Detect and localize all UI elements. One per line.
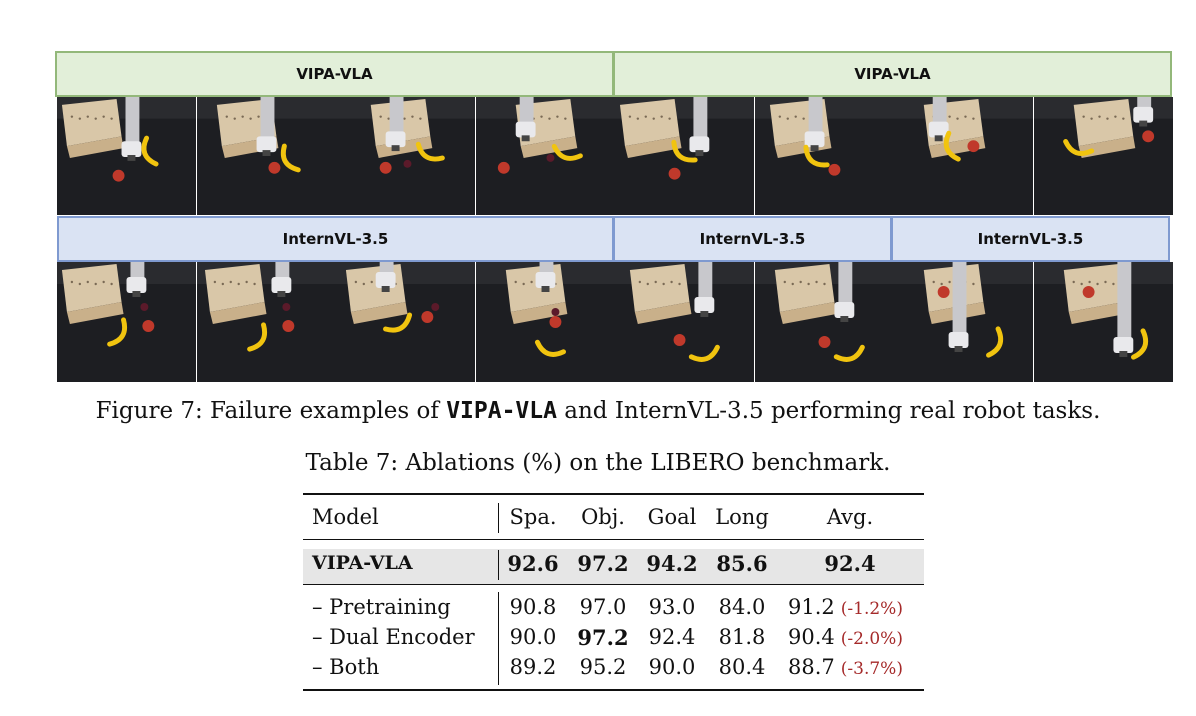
main-row-model: VIPA-VLA [312,552,413,574]
column-separator [498,503,499,533]
ablation-row-avg: 88.7 (-3.7%) [788,655,903,679]
ablation-row-goal: 90.0 [648,655,696,679]
col-header-goal: Goal [647,505,697,529]
ablation-row-obj: 97.2 [577,625,629,650]
col-header-model: Model [312,505,379,529]
header-vipa-right: VIPA-VLA [613,51,1172,97]
ablation-row-obj: 95.2 [579,655,627,679]
avg-delta: (-1.2%) [840,599,903,619]
robot-task-frame [336,262,475,382]
robot-task-frame [476,262,615,382]
main-row-goal: 94.2 [646,551,698,576]
robot-task-frame [1034,97,1173,215]
robot-task-frame [1034,262,1173,382]
main-row-obj: 97.2 [577,551,629,576]
figure-caption: Figure 7: Failure examples of VIPA-VLA a… [0,398,1196,424]
robot-task-frame [336,97,475,215]
table-caption: Table 7: Ablations (%) on the LIBERO ben… [305,450,891,476]
ablation-row-avg: 91.2 (-1.2%) [788,595,903,619]
robot-task-frame [755,97,894,215]
avg-value: 90.4 [788,625,835,649]
ablation-row-spa: 90.8 [509,595,557,619]
figure-caption-suffix: and InternVL-3.5 performing real robot t… [556,398,1101,424]
mid-rule [303,584,924,585]
bottom-rule [303,689,924,691]
avg-value: 88.7 [788,655,835,679]
figure-caption-model: VIPA-VLA [446,398,557,424]
robot-task-frame [57,97,196,215]
ablation-row-spa: 89.2 [509,655,557,679]
figure-caption-prefix: Figure 7: Failure examples of [95,398,447,424]
header-internvl-mid: InternVL-3.5 [613,216,892,262]
avg-value: 91.2 [788,595,835,619]
robot-task-frame [615,97,754,215]
robot-task-frame [755,262,894,382]
robot-task-frame [615,262,754,382]
column-separator [498,550,499,580]
ablation-row-goal: 93.0 [648,595,696,619]
robot-task-frame [476,97,615,215]
ablation-row-avg: 90.4 (-2.0%) [788,625,903,649]
col-header-obj: Obj. [581,505,625,529]
ablation-row-long: 80.4 [718,655,766,679]
ablation-row-long: 84.0 [718,595,766,619]
col-header-spa: Spa. [509,505,557,529]
column-separator [498,592,499,685]
ablation-row-model: – Pretraining [312,595,451,619]
ablation-row-model: – Dual Encoder [312,625,475,649]
avg-delta: (-2.0%) [840,629,903,649]
header-vipa-left: VIPA-VLA [55,51,614,97]
header-rule [303,539,924,540]
robot-task-frame [197,262,336,382]
col-header-avg: Avg. [826,505,874,529]
robot-task-frame [57,262,196,382]
avg-delta: (-3.7%) [840,659,903,679]
ablation-row-obj: 97.0 [579,595,627,619]
main-row-avg: 92.4 [824,551,876,576]
ablation-row-goal: 92.4 [648,625,696,649]
ablation-row-long: 81.8 [718,625,766,649]
robot-task-frame [197,97,336,215]
ablation-row-model: – Both [312,655,380,679]
robot-task-frame [894,262,1033,382]
main-row-long: 85.6 [716,551,768,576]
top-rule [303,493,924,495]
header-internvl-right: InternVL-3.5 [891,216,1170,262]
col-header-long: Long [715,505,769,529]
header-internvl-left: InternVL-3.5 [57,216,614,262]
highlight-row-bg [303,549,924,585]
robot-task-frame [894,97,1033,215]
main-row-spa: 92.6 [507,551,559,576]
ablation-row-spa: 90.0 [509,625,557,649]
